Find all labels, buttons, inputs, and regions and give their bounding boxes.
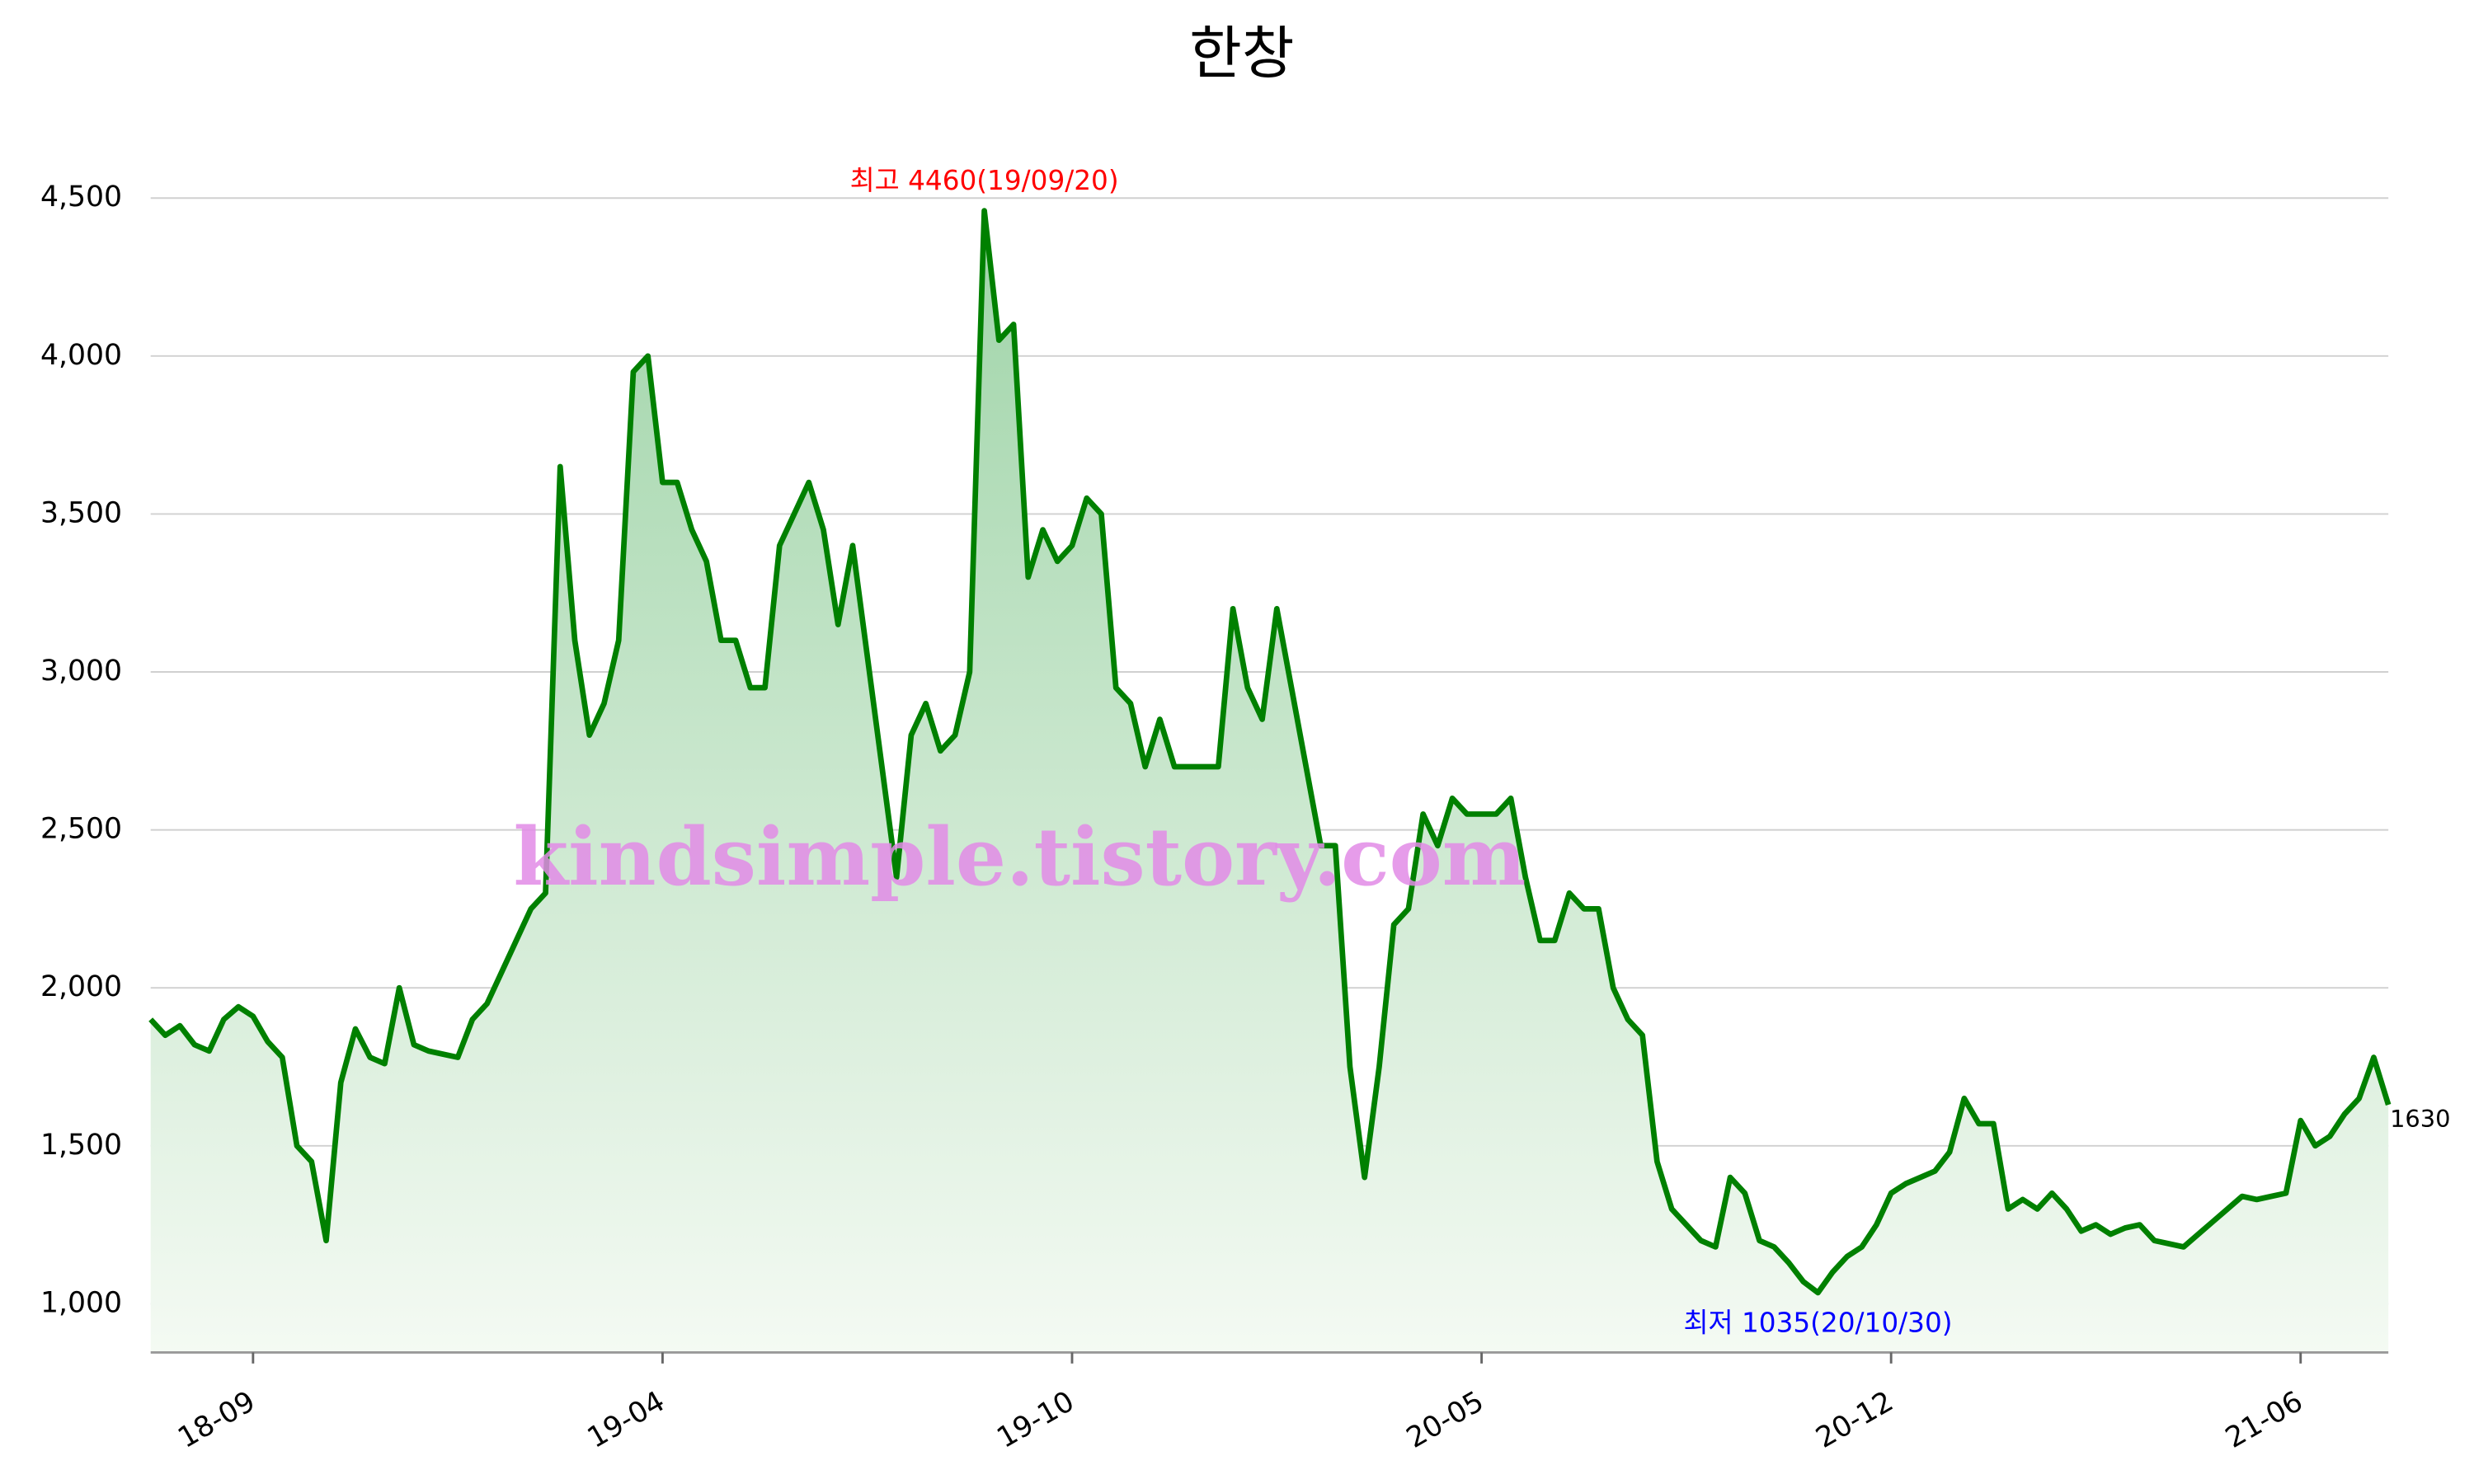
- annotation: 최고 4460(19/09/20): [850, 165, 1119, 196]
- y-tick-label: 1,000: [40, 1286, 122, 1319]
- watermark: kindsimple.tistory.com: [514, 810, 1526, 904]
- x-tick-label: 19-10: [991, 1385, 1079, 1455]
- line: [148, 208, 2392, 1296]
- y-tick-label: 2,000: [40, 970, 122, 1003]
- x-tick-label: 21-06: [2220, 1385, 2308, 1455]
- y-tick-label: 4,500: [40, 181, 122, 214]
- area: [150, 210, 2389, 1353]
- y-tick-label: 1,500: [40, 1129, 122, 1162]
- y-tick-label: 4,000: [40, 339, 122, 372]
- chart-title: 한창: [1189, 21, 1294, 87]
- y-tick-label: 3,500: [40, 496, 122, 529]
- x-tick-label: 20-12: [1811, 1385, 1899, 1455]
- end-value-label: 1630: [2390, 1105, 2450, 1133]
- y-tick-label: 2,500: [40, 813, 122, 846]
- y-tick-label: 3,000: [40, 655, 122, 688]
- x-tick-label: 19-04: [582, 1385, 670, 1455]
- x-tick-label: 20-05: [1401, 1385, 1489, 1455]
- annotation: 최저 1035(20/10/30): [1683, 1307, 1952, 1338]
- x-tick-label: 18-09: [172, 1385, 261, 1455]
